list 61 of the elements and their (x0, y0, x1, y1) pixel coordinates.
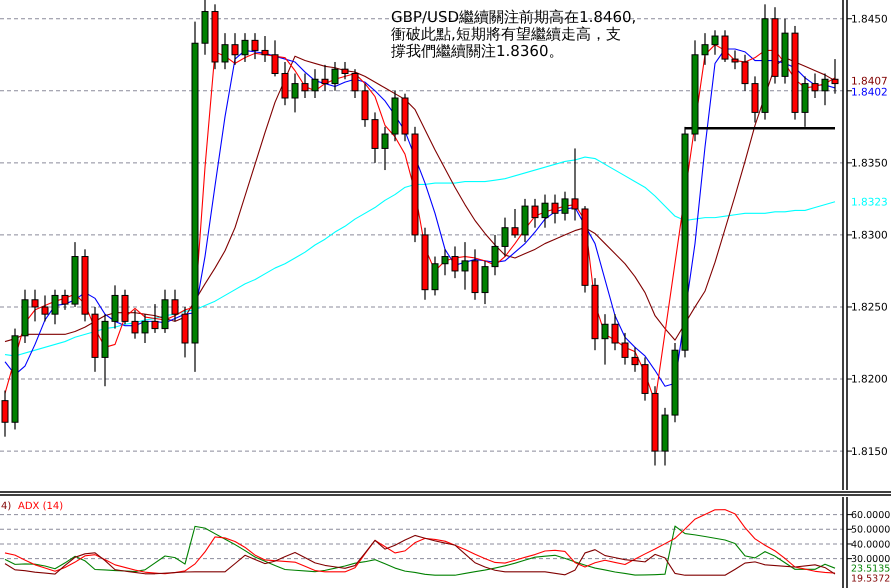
candlestick (562, 191, 568, 222)
annotation: GBP/USD繼續關注前期高在1.8460,衝破此點,短期將有望繼續走高，支撐我們繼續關注1.8360。 (391, 8, 636, 60)
candlestick (342, 61, 348, 80)
candlestick (172, 289, 178, 322)
candlestick (492, 234, 498, 276)
candlestick (242, 32, 248, 63)
candlestick (542, 194, 548, 228)
candlestick (152, 303, 158, 334)
line-series (4, 509, 836, 574)
candlestick (532, 198, 538, 228)
candlestick (302, 72, 308, 99)
candlestick (62, 289, 68, 310)
y-tick-label: 1.8200 (851, 374, 888, 386)
candlestick (132, 309, 138, 340)
candlestick (382, 126, 388, 171)
annotation: 4) (1, 501, 12, 512)
y-tick-label: 50.0000 (851, 524, 890, 536)
candlestick (462, 242, 468, 290)
y-tick-label: 30.0000 (851, 554, 890, 565)
y-tick-label: 1.8350 (851, 158, 888, 170)
text: 1.8402 (851, 86, 888, 98)
y-tick-label: 40.0000 (851, 539, 890, 550)
candlestick (552, 194, 558, 224)
candlestick (312, 68, 318, 99)
line-series (4, 526, 836, 576)
candlestick (42, 294, 48, 322)
candlestick (602, 314, 608, 366)
candlestick (812, 72, 818, 99)
candlestick (732, 50, 738, 70)
candlestick (452, 246, 458, 279)
candlestick (742, 54, 748, 92)
line-series (4, 156, 836, 357)
text: 19.5372 (851, 573, 890, 584)
line-series (4, 534, 836, 576)
chart-title: ADX (14) (18, 501, 64, 512)
text: 23.5135 (851, 563, 890, 574)
candlestick (322, 64, 328, 92)
text: 1.8407 (851, 75, 888, 88)
candlestick (52, 289, 58, 325)
candlestick (32, 289, 38, 322)
candlestick (352, 68, 358, 99)
candlestick (632, 346, 638, 372)
y-tick-label: 1.8150 (851, 446, 888, 458)
candlestick (712, 30, 718, 56)
candlestick (822, 72, 828, 106)
candlestick (222, 32, 228, 70)
y-tick-label: 1.8450 (851, 13, 888, 26)
y-tick-label: 1.8250 (851, 302, 888, 314)
text: 1.8323 (851, 196, 888, 208)
y-tick-label: 1.8300 (851, 230, 888, 242)
candlestick (612, 314, 618, 351)
candlestick (502, 217, 508, 258)
candlestick (572, 148, 578, 222)
candlestick (622, 332, 628, 366)
candlestick (142, 314, 148, 344)
candlestick (702, 32, 708, 66)
candlestick (512, 208, 518, 238)
y-tick-label: 60.0000 (851, 510, 890, 521)
candlestick (332, 61, 338, 92)
candlestick (292, 72, 298, 114)
candlestick (442, 248, 448, 276)
